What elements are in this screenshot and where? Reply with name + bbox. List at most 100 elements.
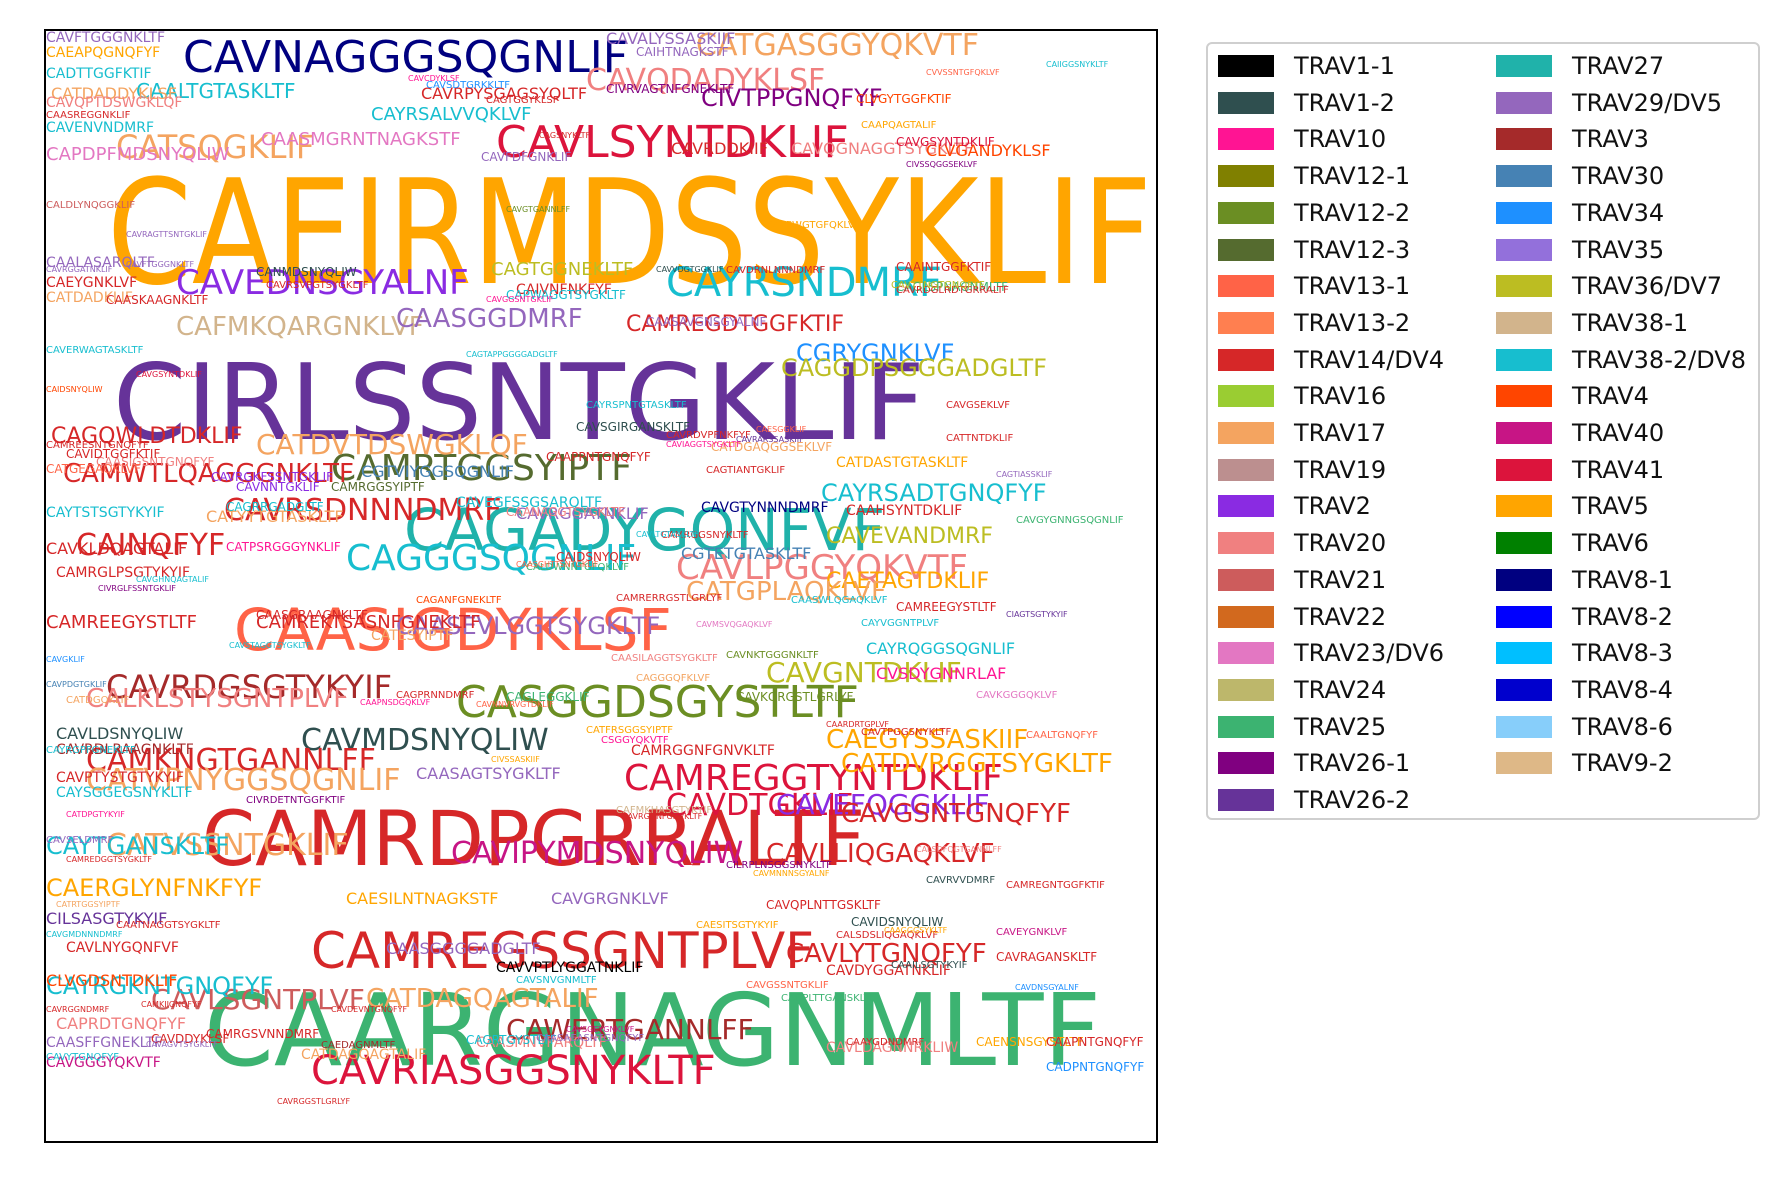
cloud-word: CAVRAGTTSNTGKLIF [126,230,207,239]
cloud-word: CAVLLIQGAQKLVF [766,839,995,869]
legend-label: TRAV27 [1572,52,1665,80]
legend-item: TRAV24 [1218,674,1386,706]
legend-label: TRAV24 [1294,675,1387,704]
cloud-word: CAYVGGNTPLVF [861,618,940,629]
cloud-word: CAVGKLIF [46,655,85,664]
legend-label: TRAV12-3 [1294,235,1411,264]
legend-item: TRAV30 [1496,160,1664,192]
legend-swatch [1496,715,1552,738]
cloud-word: CAMRERRGSTLGRLYF [616,593,723,604]
cloud-word: CATFRSGGSYIPTF [586,725,673,736]
cloud-word: CAVRARSSASKIIF [736,435,804,444]
cloud-word: CAMREGNTGGFKTIF [1006,880,1105,891]
cloud-word: CAVVPTLYGGATNKLIF [496,960,644,976]
legend-item: TRAV20 [1218,527,1386,559]
cloud-word: CAESGGKLIF [756,425,807,434]
cloud-word: CAASAVGNSGYALNF [646,315,767,329]
cloud-word: CAVDEVNTGNQFYF [331,1005,408,1014]
legend-item: TRAV38-2/DV8 [1496,344,1746,376]
legend-label: TRAV23/DV6 [1294,639,1445,668]
cloud-word: CAGADYGQNFVF [404,496,886,564]
cloud-word: CAVGTGANNLFF [506,205,571,214]
cloud-word: CAVKGGGQKLVF [976,690,1058,701]
cloud-word: CATVSSNTGKLIF [106,828,349,863]
cloud-word: CAASWLQGAQKLVF [791,595,888,606]
cloud-word: CAASGGGGADGLTF [386,939,541,958]
cloud-word: CADPNTGNQFYF [1046,1060,1145,1074]
cloud-word: CAYRSADTGNQFYF [821,479,1047,507]
cloud-word: CAVQDADYKLSF [586,63,826,98]
cloud-word: CAAPPNTGNQFYF [546,450,651,464]
cloud-word: CAASEVLGGTSYGKLTF [396,612,661,640]
legend-label: TRAV8-6 [1572,712,1673,741]
cloud-word: CAMREEGYSTLTF [46,612,198,633]
cloud-word: CAVRGGATNKLIF [516,504,649,523]
legend-label: TRAV40 [1572,419,1665,447]
cloud-word: CAVKLDQAGTALIF [46,539,188,558]
legend-label: TRAV20 [1294,529,1387,558]
cloud-word: CLVGDSNTDKLIF [46,971,178,990]
legend-swatch [1496,458,1552,481]
cloud-word: CAARGNAGNMLTF [204,972,1101,1089]
legend-swatch [1496,165,1552,188]
legend-swatch [1496,495,1552,518]
cloud-word: CAAPNSDGQKLVF [360,698,431,707]
cloud-word: CAAPNTGNQFYF [1046,1035,1144,1049]
legend-label: TRAV36/DV7 [1572,272,1723,301]
cloud-word: CAYRSNDMRF [666,260,942,306]
legend-item: TRAV35 [1496,234,1664,266]
cloud-word: CAVEYGNKLVF [996,927,1068,938]
cloud-word: CAERGLYNFNKFYF [46,874,263,902]
cloud-word: CGRYGNKLVF [796,339,955,367]
cloud-word: CAVFDFGNKLIF [481,150,572,164]
cloud-word: CAAINTGGFKTIF [896,260,992,274]
legend-item: TRAV38-1 [1496,307,1688,339]
cloud-word: CAYTSTSGTYKYIF [46,505,165,521]
cloud-word: CATDASTGTASKLTF [836,455,969,471]
cloud-word: CAMKNGTGANNLFF [86,743,376,778]
cloud-word: CAVRGKFSSNTGKLIF [211,470,334,484]
legend-item: TRAV8-3 [1496,637,1673,669]
cloud-word: CILRPLNSGGSNYKLTF [726,860,832,871]
legend-item: TRAV25 [1218,711,1386,743]
legend-swatch [1218,165,1274,188]
cloud-word: CAVIDSNYQLIW [851,915,944,929]
cloud-word: CAGTIASSKLIF [996,470,1053,479]
legend-item: TRAV29/DV5 [1496,87,1722,119]
legend-item: TRAV21 [1218,564,1386,596]
cloud-word: CAGGDPSGGGADGLTF [781,354,1047,382]
cloud-word: CAASIGDYKLSF [234,596,672,664]
cloud-word: CAFMKQARGNKLVF [176,312,424,342]
legend-item: TRAV8-6 [1496,711,1673,743]
legend-swatch [1218,568,1274,591]
cloud-word: CAMREEGYSTLTF [896,600,997,614]
cloud-word: CAIDSNYQLIW [556,550,641,564]
legend-label: TRAV30 [1572,162,1665,191]
cloud-word: CAGLSPNAGNMLTF [896,280,1009,294]
cloud-word: CAMREGGTYNTDKLIF [624,758,1003,799]
legend-item: TRAV1-2 [1218,87,1395,119]
cloud-word: CAVRVVDMRF [926,875,996,886]
legend-label: TRAV16 [1294,382,1387,411]
legend-swatch [1218,348,1274,371]
cloud-word: CSGGYQKVTF [601,735,669,746]
legend-label: TRAV29/DV5 [1572,88,1723,117]
legend-swatch [1496,91,1552,114]
cloud-word: CAIVNFNKFYF [516,282,612,298]
legend-swatch [1218,532,1274,555]
legend-label: TRAV34 [1572,198,1665,227]
legend-label: TRAV8-1 [1572,565,1673,594]
legend-label: TRAV35 [1572,235,1665,264]
legend-item: TRAV41 [1496,454,1664,486]
cloud-word: CAAYGDNDMRF [846,1037,925,1048]
cloud-word: CAVRAGANSKLTF [996,950,1098,964]
cloud-word: CAASGRAAGNKLTF [256,608,368,622]
cloud-word: CAGRRGADGLTF [226,500,324,514]
cloud-word: CAALASARQLTF [46,255,155,271]
legend-swatch [1496,605,1552,628]
cloud-word: CAYTGANSKLTF [46,832,230,860]
cloud-word: CANMDSNYQLIW [256,265,357,279]
cloud-word: CAVDYGGATNKLIF [826,963,951,979]
cloud-word: CAVLDSNYQLIW [56,724,184,743]
cloud-word: CAVRGDNFGNVKLTF [622,812,703,821]
